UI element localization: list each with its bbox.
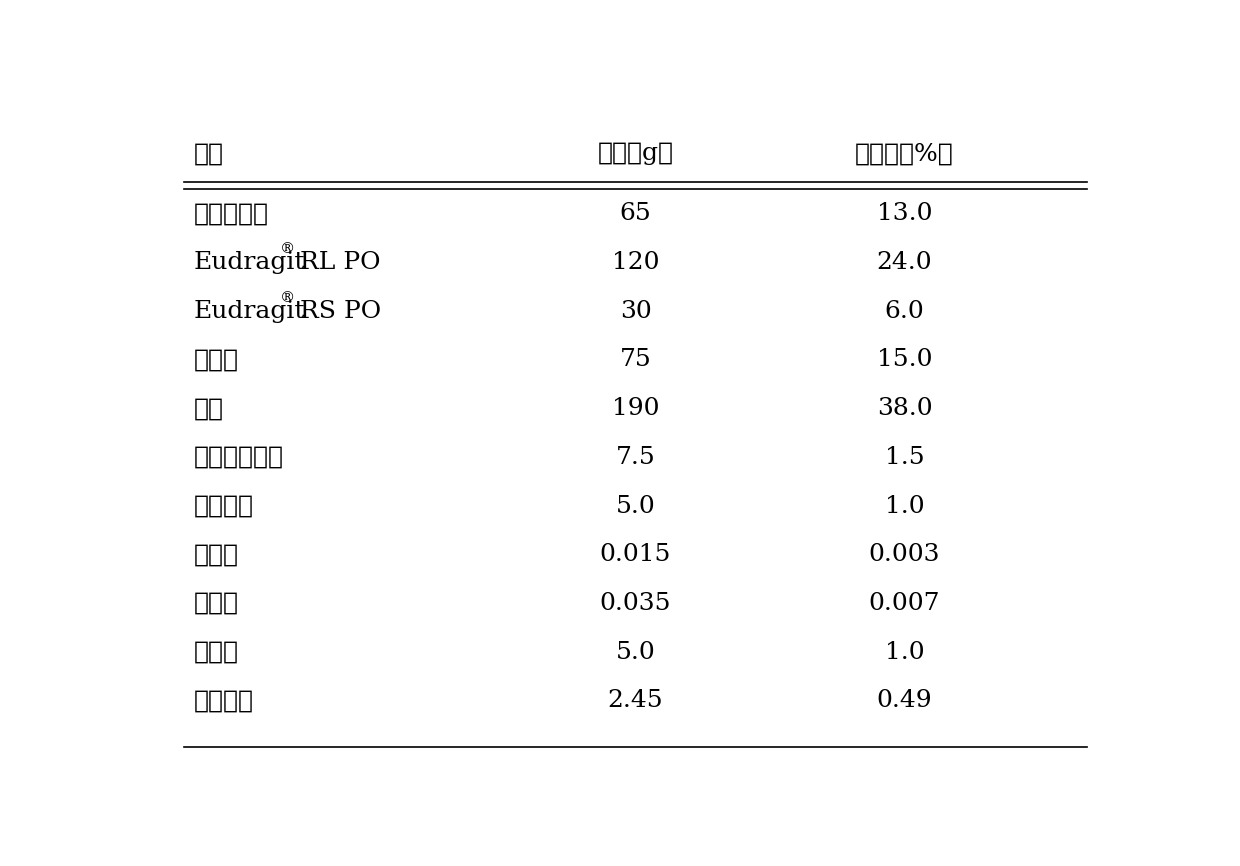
Text: 替比培南酯: 替比培南酯 — [193, 203, 268, 225]
Text: 0.003: 0.003 — [869, 543, 940, 566]
Text: 1.0: 1.0 — [885, 641, 924, 663]
Text: 75: 75 — [620, 348, 651, 372]
Text: 5.0: 5.0 — [615, 494, 656, 518]
Text: 桃味香精: 桃味香精 — [193, 689, 253, 712]
Text: 38.0: 38.0 — [877, 397, 932, 420]
Text: ®: ® — [280, 242, 295, 256]
Text: 用量（g）: 用量（g） — [598, 142, 673, 165]
Text: 胭脂红: 胭脂红 — [193, 543, 238, 566]
Text: 阿司帕坦: 阿司帕坦 — [193, 494, 253, 518]
Text: 甘露醇: 甘露醇 — [193, 348, 238, 372]
Text: 组成: 组成 — [193, 142, 223, 165]
Text: Eudragit: Eudragit — [193, 300, 305, 323]
Text: 30: 30 — [620, 300, 651, 323]
Text: 日落黄: 日落黄 — [193, 591, 238, 615]
Text: 2.45: 2.45 — [608, 689, 663, 712]
Text: 1.5: 1.5 — [885, 446, 924, 469]
Text: 0.007: 0.007 — [869, 591, 940, 615]
Text: 120: 120 — [611, 251, 660, 275]
Text: Eudragit: Eudragit — [193, 251, 305, 275]
Text: 190: 190 — [611, 397, 660, 420]
Text: ®: ® — [280, 291, 295, 305]
Text: 0.015: 0.015 — [600, 543, 671, 566]
Text: 羟丙甲纤维素: 羟丙甲纤维素 — [193, 446, 284, 469]
Text: 13.0: 13.0 — [877, 203, 932, 225]
Text: RS PO: RS PO — [291, 300, 381, 323]
Text: 7.5: 7.5 — [615, 446, 656, 469]
Text: 0.035: 0.035 — [600, 591, 671, 615]
Text: 15.0: 15.0 — [877, 348, 932, 372]
Text: 百分比（%）: 百分比（%） — [856, 142, 954, 165]
Text: RL PO: RL PO — [291, 251, 381, 275]
Text: 蔗糖: 蔗糖 — [193, 397, 223, 420]
Text: 1.0: 1.0 — [885, 494, 924, 518]
Text: 65: 65 — [620, 203, 651, 225]
Text: 0.49: 0.49 — [877, 689, 932, 712]
Text: 24.0: 24.0 — [877, 251, 932, 275]
Text: 滑石粉: 滑石粉 — [193, 641, 238, 663]
Text: 5.0: 5.0 — [615, 641, 656, 663]
Text: 6.0: 6.0 — [884, 300, 925, 323]
